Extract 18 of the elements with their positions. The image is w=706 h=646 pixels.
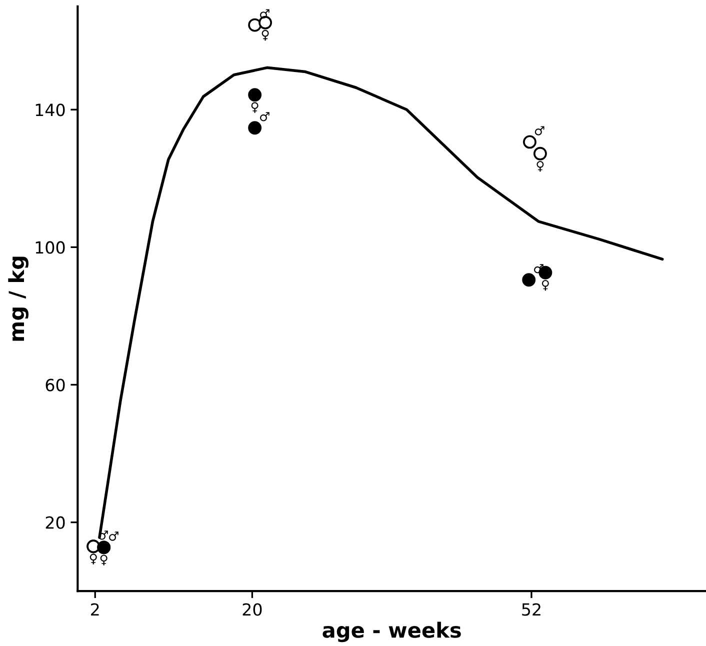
- series-label: ♀: [536, 160, 544, 172]
- text: ♀: [100, 554, 108, 566]
- y-axis-title: mg / kg: [8, 256, 28, 341]
- y-tick-label: 100: [36, 241, 65, 254]
- text: ♀: [90, 554, 97, 564]
- text: ♂: [260, 112, 270, 122]
- y-tick-label: 20: [46, 516, 65, 529]
- x-tick-label: 52: [522, 603, 540, 616]
- x-tick-label: 20: [242, 603, 262, 616]
- text: ♀: [262, 30, 269, 41]
- text: ♀: [542, 280, 549, 291]
- x-tick-label: 2: [91, 603, 99, 616]
- y-tick-label: 140: [36, 104, 65, 116]
- series-label: ♀: [251, 102, 258, 113]
- x-axis-title: age - weeks: [322, 622, 461, 642]
- text: ♂: [534, 126, 544, 136]
- y-tick-label: 60: [46, 378, 65, 392]
- series-label: ♂: [108, 532, 118, 541]
